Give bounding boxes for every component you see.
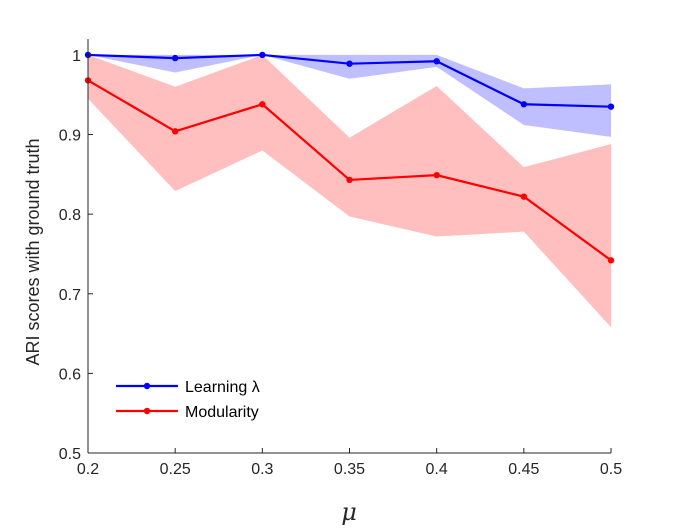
legend-marker-1 — [143, 407, 151, 415]
x-tick-label: 0.3 — [251, 461, 273, 478]
legend: Learning λ Modularity — [116, 379, 260, 421]
x-tick-label: 0.35 — [334, 461, 365, 478]
x-axis-label: μ — [341, 498, 357, 525]
point-series-0-4 — [433, 58, 440, 65]
point-series-1-5 — [520, 193, 528, 200]
y-axis-label: ARI scores with ground truth — [23, 138, 43, 365]
confidence-bands — [88, 54, 611, 328]
x-tick-label: 0.2 — [77, 461, 99, 478]
legend-label-0: Learning λ — [185, 379, 260, 396]
y-tick-label: 1 — [72, 48, 81, 65]
y-tick-label: 0.9 — [59, 128, 81, 145]
band-series-1 — [88, 54, 611, 328]
point-series-0-6 — [607, 103, 615, 110]
point-series-1-6 — [607, 257, 615, 264]
legend-marker-0 — [143, 382, 151, 390]
x-tick-label: 0.45 — [508, 461, 539, 478]
y-tick-label: 0.6 — [59, 366, 81, 383]
point-series-0-3 — [346, 60, 353, 67]
x-tick-label: 0.25 — [160, 461, 191, 478]
x-tick-label: 0.5 — [600, 461, 622, 478]
point-series-0-5 — [520, 101, 528, 108]
series-lines — [84, 51, 615, 264]
y-tick-label: 0.5 — [59, 446, 81, 463]
point-series-1-2 — [259, 101, 266, 108]
point-series-0-2 — [259, 51, 266, 59]
point-series-1-4 — [433, 171, 440, 179]
ticks: 0.2 0.25 0.3 0.35 0.4 0.45 0.5 0.5 0.6 0.7 0.8 0.9 1 — [59, 48, 622, 478]
point-series-1-1 — [171, 128, 179, 135]
y-tick-label: 0.7 — [59, 287, 81, 304]
y-tick-label: 0.8 — [59, 207, 81, 224]
point-series-1-3 — [346, 176, 353, 184]
band-series-0 — [88, 54, 611, 137]
legend-label-1: Modularity — [185, 404, 259, 421]
point-series-0-1 — [171, 54, 179, 62]
x-tick-label: 0.4 — [426, 461, 448, 478]
